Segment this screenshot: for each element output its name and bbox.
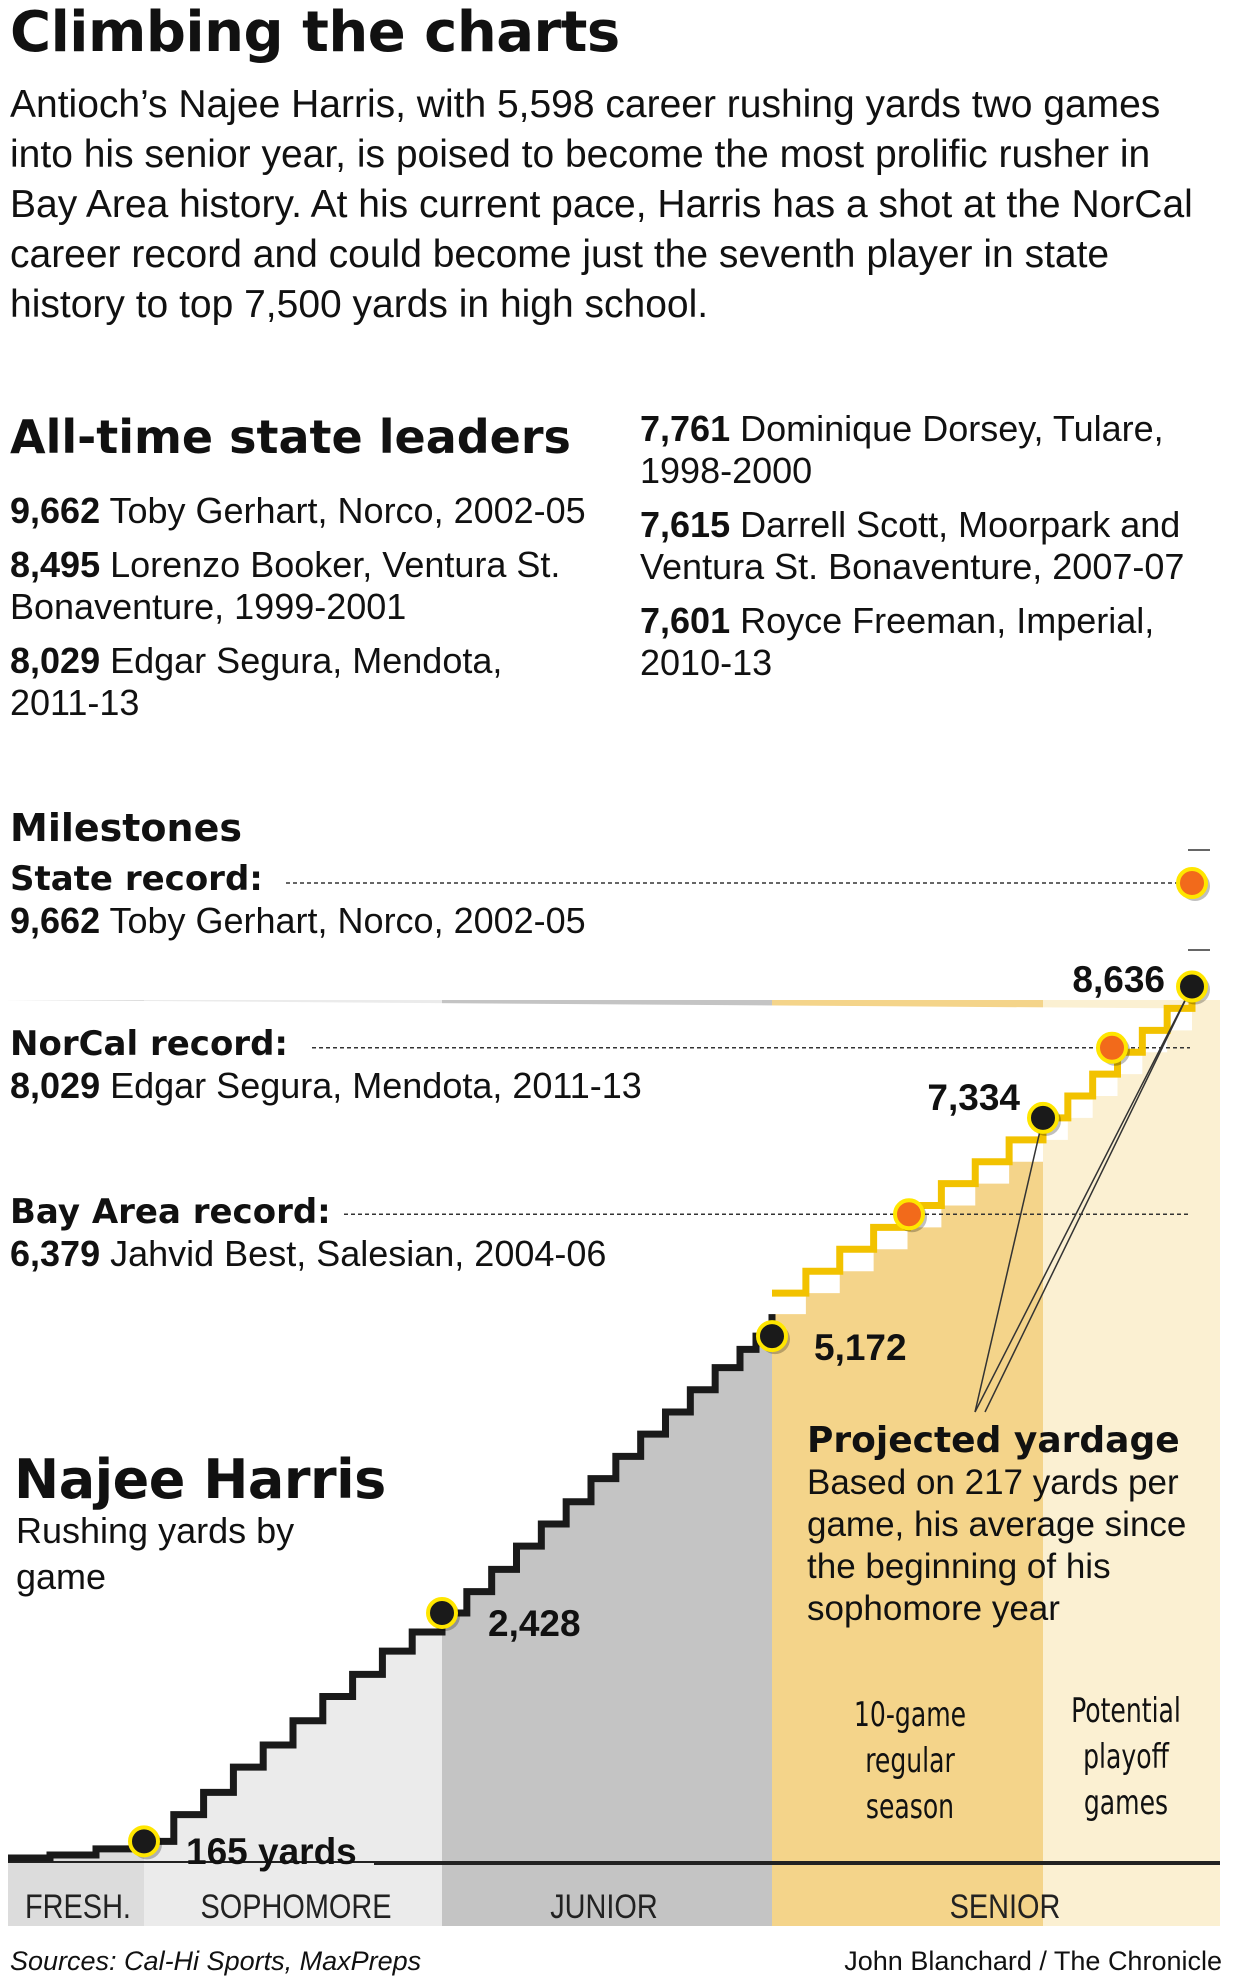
milestone-marker [756, 1320, 788, 1353]
source-note: Sources: Cal-Hi Sports, MaxPreps [10, 1946, 422, 1976]
milestone-marker [1027, 1101, 1059, 1134]
leaders-right-column: 7,761 Dominique Dorsey, Tulare, 1998-200… [640, 408, 1230, 696]
milestones-title: Milestones [10, 806, 242, 850]
record-label: NorCal record: [10, 1024, 297, 1064]
actual-yardage-line [8, 1314, 776, 1862]
milestone-label: 8,636 [1072, 959, 1165, 1000]
leader-text: Royce Freeman, Imperial, 2010-13 [640, 600, 1155, 683]
projection-block: Projected yardage Based on 217 yards per… [807, 1420, 1187, 1630]
leader-text: Lorenzo Booker, Ventura St. Bonaventure,… [10, 544, 561, 627]
leader-yards: 8,495 [10, 544, 101, 585]
milestone-marker [1176, 970, 1208, 1003]
record-holder: 6,379 Jahvid Best, Salesian, 2004-06 [10, 1233, 606, 1275]
leader-entry: 7,761 Dominique Dorsey, Tulare, 1998-200… [640, 408, 1230, 492]
playoff-note: Potential playoff games [1071, 1691, 1181, 1823]
leader-text: Dominique Dorsey, Tulare, 1998-2000 [640, 408, 1164, 491]
leader-entry: 8,029 Edgar Segura, Mendota, 2011-13 [10, 640, 600, 724]
leaders-title: All-time state leaders [10, 410, 571, 464]
milestone-labels: 165 yards 2,428 5,172 7,334 8,636 [186, 959, 1220, 1872]
state-record: State record: 9,662 Toby Gerhart, Norco,… [10, 858, 586, 942]
projection-title: Projected yardage [807, 1420, 1180, 1461]
leader-yards: 8,029 [10, 640, 101, 681]
leader-text: Edgar Segura, Mendota, 2011-13 [10, 640, 503, 723]
norcal-record: NorCal record: 8,029 Edgar Segura, Mendo… [10, 1023, 642, 1107]
projection-pointers [974, 986, 1193, 1413]
projected-yardage-line [772, 986, 1196, 1297]
intro-paragraph: Antioch’s Najee Harris, with 5,598 caree… [10, 83, 1193, 326]
record-holder: 9,662 Toby Gerhart, Norco, 2002-05 [10, 900, 586, 942]
credit-line: John Blanchard / The Chronicle [844, 1946, 1222, 1976]
leader-entry: 7,601 Royce Freeman, Imperial, 2010-13 [640, 600, 1230, 684]
milestone-marker [128, 1825, 160, 1858]
milestone-label: 5,172 [814, 1327, 907, 1368]
leader-entry: 9,662 Toby Gerhart, Norco, 2002-05 [10, 490, 600, 532]
player-subtitle: Rushing yards by game [16, 1510, 295, 1597]
projection-text: Based on 217 yards per game, his average… [807, 1463, 1187, 1628]
player-name: Najee Harris [14, 1448, 386, 1511]
leader-entry: 8,495 Lorenzo Booker, Ventura St. Bonave… [10, 544, 600, 628]
record-holder-text: Edgar Segura, Mendota, 2011-13 [110, 1065, 642, 1106]
milestone-label: 2,428 [488, 1603, 581, 1644]
record-label: Bay Area record: [10, 1192, 339, 1232]
leader-text: Darrell Scott, Moorpark and Ventura St. … [640, 504, 1185, 587]
milestone-markers [128, 867, 1210, 1860]
leader-yards: 7,601 [640, 600, 731, 641]
record-lines [286, 882, 1190, 1216]
record-marker [1176, 867, 1208, 899]
record-holder-text: Toby Gerhart, Norco, 2002-05 [109, 900, 586, 941]
milestone-label: 7,334 [927, 1077, 1020, 1118]
leader-yards: 9,662 [10, 490, 101, 531]
record-marker [1096, 1031, 1128, 1064]
season-label: FRESH. [25, 1887, 131, 1926]
record-marker [893, 1198, 925, 1231]
headline: Climbing the charts [10, 0, 620, 65]
record-label: State record: [10, 859, 271, 899]
season-label: SOPHOMORE [200, 1887, 391, 1926]
pointer-line [974, 986, 1193, 1413]
leader-yards: 7,761 [640, 408, 731, 449]
leaders-left-column: 9,662 Toby Gerhart, Norco, 2002-05 8,495… [10, 490, 600, 736]
milestone-marker [426, 1596, 458, 1629]
pointer-line [984, 986, 1193, 1413]
record-yards: 9,662 [10, 900, 101, 941]
regular-season-note: 10-game regular season [853, 1695, 967, 1827]
record-yards: 8,029 [10, 1065, 101, 1106]
band-playoffs [1043, 1000, 1220, 1926]
season-label: JUNIOR [550, 1887, 658, 1926]
leader-yards: 7,615 [640, 504, 731, 545]
record-yards: 6,379 [10, 1233, 101, 1274]
leader-text: Toby Gerhart, Norco, 2002-05 [109, 490, 586, 531]
milestone-label: 165 yards [186, 1831, 357, 1872]
season-labels: FRESH. SOPHOMORE JUNIOR SENIOR [25, 849, 1210, 1926]
record-holder-text: Jahvid Best, Salesian, 2004-06 [110, 1233, 607, 1274]
season-label: SENIOR [950, 1887, 1061, 1926]
yardage-lines [8, 986, 1196, 1862]
record-holder: 8,029 Edgar Segura, Mendota, 2011-13 [10, 1065, 642, 1107]
bay-area-record: Bay Area record: 6,379 Jahvid Best, Sale… [10, 1191, 606, 1275]
leader-entry: 7,615 Darrell Scott, Moorpark and Ventur… [640, 504, 1230, 588]
pointer-line [974, 1117, 1044, 1413]
